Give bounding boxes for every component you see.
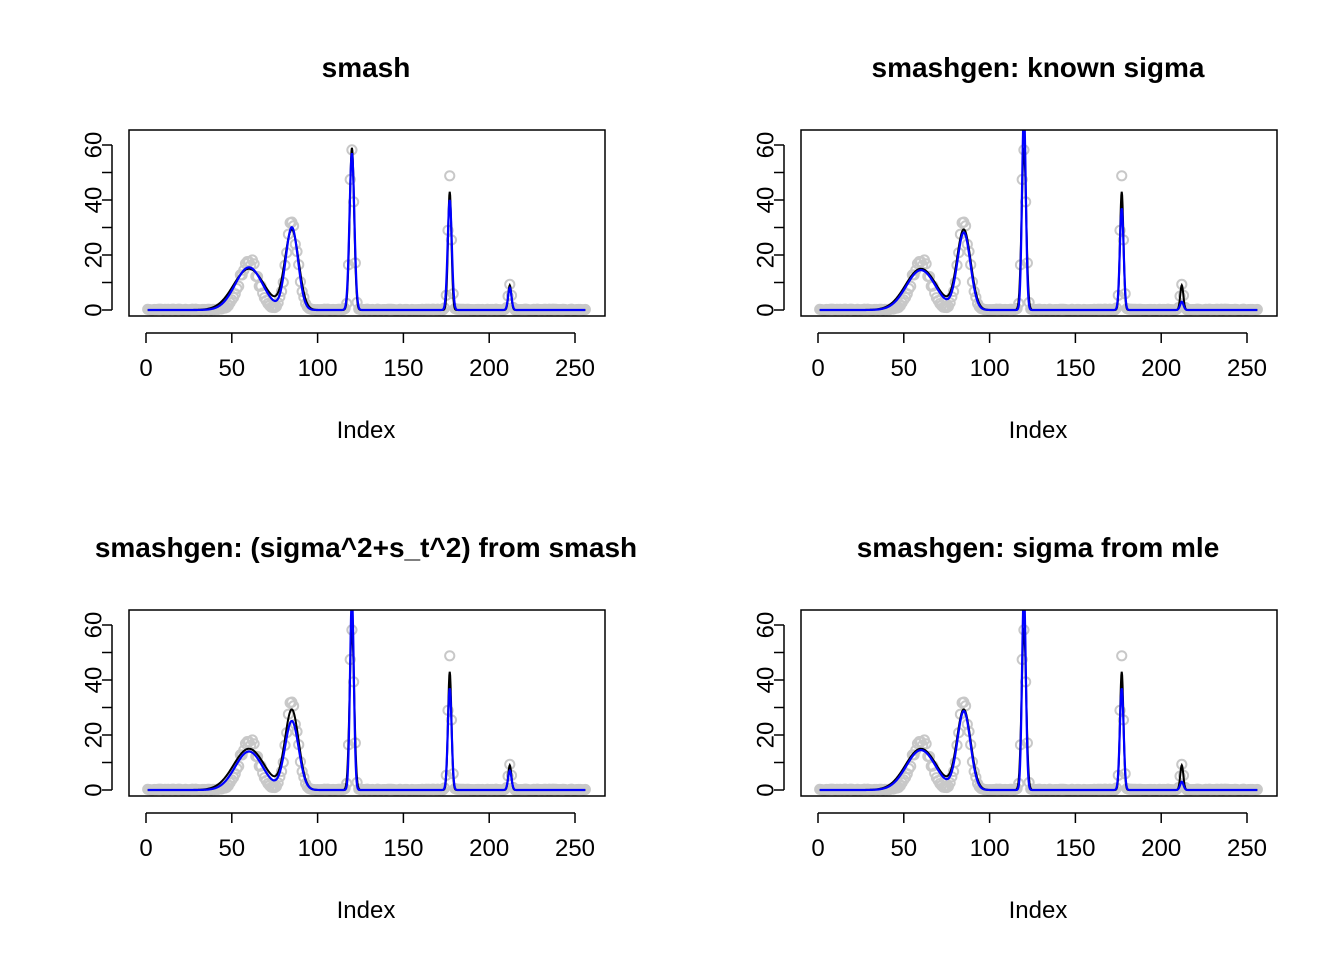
data-point	[1116, 170, 1128, 182]
data-point	[1011, 302, 1023, 315]
panel-smashgen-sigma2-st2: smashgen: (sigma^2+s_t^2) from smash 0 50…	[81, 532, 638, 924]
x-tick-label: 200	[469, 835, 509, 862]
x-tick-label: 200	[1141, 835, 1181, 862]
y-tick-label: 20	[753, 722, 780, 749]
x-tick-label: 100	[298, 835, 338, 862]
x-tick-label: 0	[139, 355, 152, 382]
data-point	[920, 258, 932, 270]
plot-border	[800, 609, 1278, 797]
x-tick-label: 250	[555, 835, 595, 862]
x-axis-title: Index	[1009, 897, 1068, 924]
y-tick-label: 60	[81, 132, 108, 159]
x-axis-title: Index	[337, 897, 396, 924]
x-tick-label: 0	[811, 355, 824, 382]
x-tick-label: 100	[970, 355, 1010, 382]
series-line-blue	[147, 153, 586, 312]
x-tick-label: 200	[469, 355, 509, 382]
y-tick-label: 60	[753, 132, 780, 159]
plot-area: 0 50 100 150 200 250 0 20 40 60	[753, 609, 1278, 862]
y-tick-label: 0	[753, 783, 780, 796]
y-tick-label: 20	[753, 242, 780, 269]
panel-smashgen-sigma-mle: smashgen: sigma from mle 0 50 100 150 200 250…	[753, 532, 1278, 924]
x-tick-label: 250	[1227, 835, 1267, 862]
y-tick-label: 20	[81, 242, 108, 269]
series-line-blue	[819, 130, 1258, 312]
data-point	[920, 738, 932, 750]
data-point	[444, 650, 456, 662]
x-tick-label: 50	[890, 355, 917, 382]
data-point	[339, 782, 351, 795]
data-point	[898, 774, 910, 786]
y-tick-label: 20	[81, 722, 108, 749]
y-tick-label: 60	[753, 612, 780, 639]
panel-title: smashgen: (sigma^2+s_t^2) from smash	[95, 532, 637, 563]
x-axis-title: Index	[337, 417, 396, 444]
data-point	[1116, 650, 1128, 662]
x-tick-label: 50	[890, 835, 917, 862]
y-tick-label: 60	[81, 612, 108, 639]
y-tick-label: 0	[81, 783, 108, 796]
x-tick-label: 200	[1141, 355, 1181, 382]
x-tick-label: 150	[1055, 355, 1095, 382]
x-tick-label: 50	[218, 835, 245, 862]
plot-border	[128, 129, 606, 317]
plot-area: 0 50 100 150 200 250 0 20 40 60	[753, 129, 1278, 382]
y-tick-label: 0	[753, 303, 780, 316]
panel-title: smashgen: sigma from mle	[857, 532, 1220, 563]
y-tick-label: 40	[753, 667, 780, 694]
data-point	[248, 738, 260, 750]
x-tick-label: 150	[383, 355, 423, 382]
x-tick-label: 150	[1055, 835, 1095, 862]
y-tick-label: 40	[81, 187, 108, 214]
x-axis-title: Index	[1009, 417, 1068, 444]
series-line-blue	[819, 610, 1258, 792]
plot-area: 0 50 100 150 200 250 0 20 40 60	[81, 609, 606, 862]
x-tick-label: 100	[298, 355, 338, 382]
x-tick-label: 50	[218, 355, 245, 382]
y-tick-label: 40	[81, 667, 108, 694]
data-point	[226, 294, 238, 306]
data-point	[898, 294, 910, 306]
data-point	[248, 258, 260, 270]
plot-area: 0 50 100 150 200 250 0 20 40 60	[81, 129, 606, 382]
x-tick-label: 250	[555, 355, 595, 382]
x-tick-label: 250	[1227, 355, 1267, 382]
data-point	[1011, 782, 1023, 795]
x-tick-label: 150	[383, 835, 423, 862]
panel-smashgen-known-sigma: smashgen: known sigma 0 50 100 150 200 250 0 20…	[753, 52, 1278, 444]
x-tick-label: 100	[970, 835, 1010, 862]
data-point	[444, 170, 456, 182]
panel-title: smashgen: known sigma	[872, 52, 1205, 83]
data-point	[944, 777, 956, 789]
plot-border	[800, 129, 1278, 317]
y-tick-label: 0	[81, 303, 108, 316]
x-tick-label: 0	[139, 835, 152, 862]
y-tick-label: 40	[753, 187, 780, 214]
panel-smash: smash 0 50 100 150 200 250 0 20 40 60 Index	[81, 52, 606, 444]
series-line-blue	[147, 610, 586, 792]
panel-title: smash	[322, 52, 411, 83]
plot-border	[128, 609, 606, 797]
x-tick-label: 0	[811, 835, 824, 862]
